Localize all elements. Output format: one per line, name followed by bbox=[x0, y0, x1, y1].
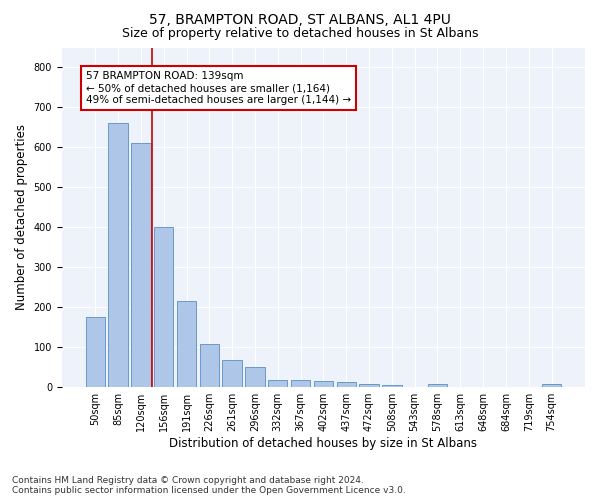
Bar bbox=[428, 384, 447, 387]
Bar bbox=[291, 380, 310, 387]
Bar bbox=[177, 302, 196, 387]
Bar bbox=[268, 380, 287, 387]
Bar bbox=[154, 228, 173, 387]
Text: Contains HM Land Registry data © Crown copyright and database right 2024.
Contai: Contains HM Land Registry data © Crown c… bbox=[12, 476, 406, 495]
Bar bbox=[200, 344, 219, 387]
Text: 57, BRAMPTON ROAD, ST ALBANS, AL1 4PU: 57, BRAMPTON ROAD, ST ALBANS, AL1 4PU bbox=[149, 12, 451, 26]
Bar bbox=[314, 381, 333, 387]
Bar bbox=[131, 144, 151, 387]
Bar bbox=[245, 367, 265, 387]
Bar bbox=[109, 124, 128, 387]
Bar bbox=[542, 384, 561, 387]
Y-axis label: Number of detached properties: Number of detached properties bbox=[15, 124, 28, 310]
Text: Size of property relative to detached houses in St Albans: Size of property relative to detached ho… bbox=[122, 28, 478, 40]
Bar bbox=[359, 384, 379, 387]
Bar bbox=[86, 318, 105, 387]
Bar bbox=[223, 360, 242, 387]
Bar bbox=[382, 385, 401, 387]
X-axis label: Distribution of detached houses by size in St Albans: Distribution of detached houses by size … bbox=[169, 437, 478, 450]
Text: 57 BRAMPTON ROAD: 139sqm
← 50% of detached houses are smaller (1,164)
49% of sem: 57 BRAMPTON ROAD: 139sqm ← 50% of detach… bbox=[86, 72, 351, 104]
Bar bbox=[337, 382, 356, 387]
